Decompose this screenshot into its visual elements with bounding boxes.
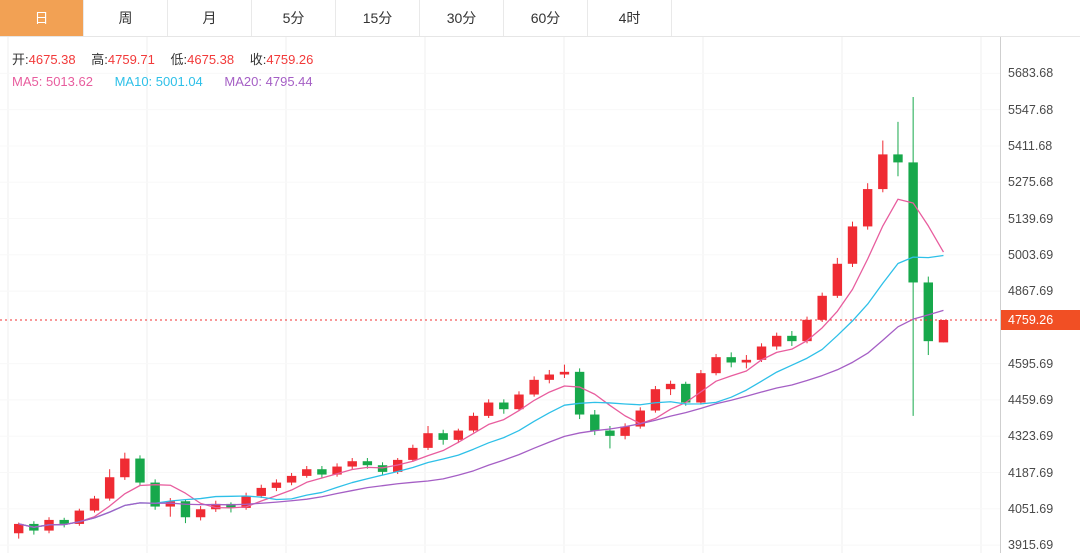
ma10-value: 5001.04	[155, 74, 203, 89]
tab-week[interactable]: 周	[84, 0, 168, 36]
low-label: 低:	[170, 52, 188, 67]
ma10-readout: MA10: 5001.04	[115, 74, 203, 89]
ma5-value: 5013.62	[45, 74, 93, 89]
tab-month[interactable]: 月	[168, 0, 252, 36]
timeframe-toolbar: 日周月 5分 15分 30分 60分 4时	[0, 0, 1080, 37]
chart-region: 5683.68 5547.68 5411.68 5275.68 5139.69 5003.…	[0, 37, 1080, 553]
current-price-badge: 4759.26	[1001, 310, 1080, 330]
tab-60min[interactable]: 60分	[504, 0, 588, 36]
ma-readout: MA5: 5013.62 MA10: 5001.04 MA20: 4795.44	[12, 74, 331, 89]
close-label: 收:	[249, 52, 267, 67]
tab-5min[interactable]: 5分	[252, 0, 336, 36]
candlestick-chart[interactable]	[0, 37, 1080, 553]
ma20-label: MA20:	[224, 74, 262, 89]
ma5-label: MA5:	[12, 74, 43, 89]
ma5-readout: MA5: 5013.62	[12, 74, 93, 89]
ma20-readout: MA20: 4795.44	[224, 74, 312, 89]
open-label: 开:	[12, 52, 29, 67]
high-label: 高:	[91, 52, 108, 67]
tab-30min[interactable]: 30分	[420, 0, 504, 36]
low-value: 4675.38	[187, 52, 235, 67]
tab-15min[interactable]: 15分	[336, 0, 420, 36]
ma20-value: 4795.44	[265, 74, 313, 89]
tab-day[interactable]: 日	[0, 0, 84, 36]
tab-4hour[interactable]: 4时	[588, 0, 672, 36]
ohlc-readout: 开:4675.38 高:4759.71 低:4675.38 收:4759.26	[12, 49, 313, 68]
ma10-label: MA10:	[114, 74, 153, 89]
high-value: 4759.71	[107, 52, 155, 67]
open-value: 4675.38	[28, 52, 76, 67]
close-value: 4759.26	[266, 52, 314, 67]
